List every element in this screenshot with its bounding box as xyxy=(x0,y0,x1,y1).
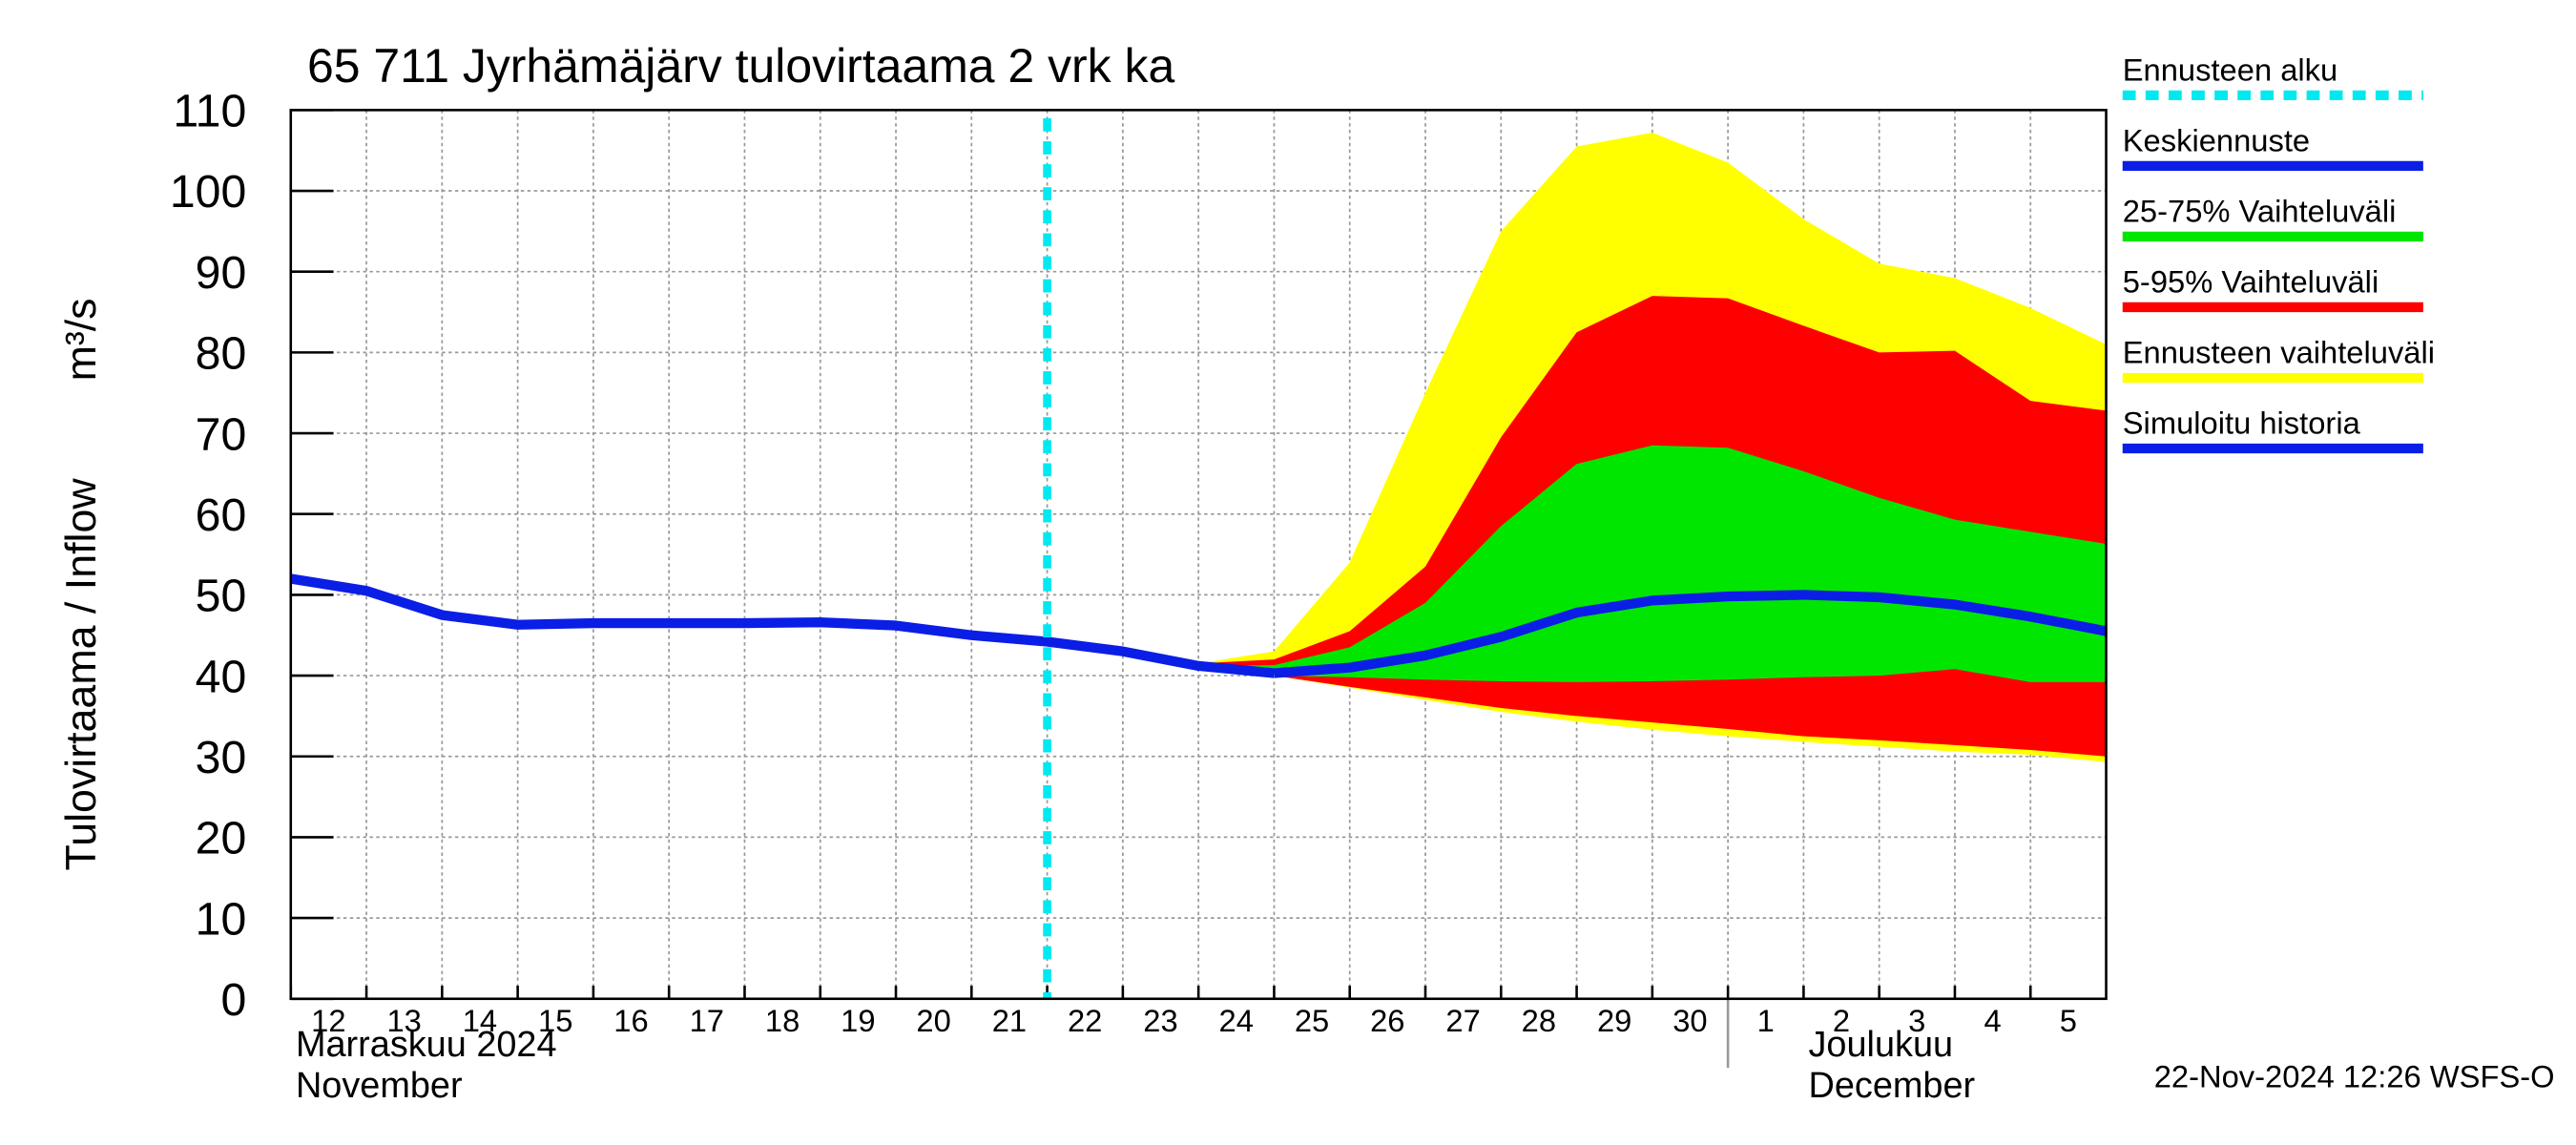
x-tick-label: 18 xyxy=(765,1003,800,1038)
x-tick-label: 22 xyxy=(1068,1003,1102,1038)
legend-label: Simuloitu historia xyxy=(2123,406,2361,441)
legend-label: 25-75% Vaihteluväli xyxy=(2123,193,2397,228)
y-tick-label: 110 xyxy=(173,86,246,137)
y-tick-label: 40 xyxy=(196,651,247,702)
x-tick-label: 27 xyxy=(1445,1003,1480,1038)
month-label: Marraskuu 2024 xyxy=(296,1025,557,1065)
x-tick-label: 21 xyxy=(992,1003,1027,1038)
x-tick-label: 4 xyxy=(1984,1003,2001,1038)
y-tick-label: 20 xyxy=(196,813,247,864)
legend-label: Ennusteen alku xyxy=(2123,52,2337,87)
x-tick-label: 1 xyxy=(1757,1003,1775,1038)
y-tick-label: 30 xyxy=(196,732,247,783)
legend-label: 5-95% Vaihteluväli xyxy=(2123,263,2379,299)
x-tick-label: 30 xyxy=(1672,1003,1707,1038)
y-tick-label: 90 xyxy=(196,247,247,299)
x-tick-label: 13 xyxy=(386,1003,421,1038)
x-tick-label: 12 xyxy=(311,1003,345,1038)
legend-label: Keskiennuste xyxy=(2123,122,2310,157)
x-tick-label: 17 xyxy=(690,1003,724,1038)
x-tick-label: 23 xyxy=(1143,1003,1177,1038)
x-tick-label: 3 xyxy=(1908,1003,1925,1038)
x-tick-label: 16 xyxy=(613,1003,648,1038)
y-tick-label: 0 xyxy=(220,974,246,1026)
x-tick-label: 25 xyxy=(1295,1003,1329,1038)
x-tick-label: 2 xyxy=(1833,1003,1850,1038)
series-line xyxy=(1274,590,2108,678)
legend-label: Ennusteen vaihteluväli xyxy=(2123,334,2435,369)
footer: 22-Nov-2024 12:26 WSFS-O xyxy=(2154,1059,2555,1094)
x-tick-label: 28 xyxy=(1522,1003,1556,1038)
series-line xyxy=(289,573,1275,678)
y-tick-label: 80 xyxy=(196,328,247,380)
y-axis-label: Tulovirtaama / Inflow xyxy=(57,478,105,871)
month-label: Joulukuu xyxy=(1808,1025,1953,1065)
plot-frame xyxy=(289,109,2108,1001)
y-tick-label: 100 xyxy=(170,166,246,218)
forecast-band xyxy=(1198,445,2107,682)
y-tick-label: 70 xyxy=(196,408,247,460)
y-tick-label: 50 xyxy=(196,571,247,622)
x-tick-label: 24 xyxy=(1219,1003,1254,1038)
month-label: December xyxy=(1808,1066,1975,1106)
x-tick-label: 15 xyxy=(538,1003,572,1038)
y-axis-unit: m³/s xyxy=(57,298,105,381)
x-tick-label: 14 xyxy=(463,1003,497,1038)
month-label: November xyxy=(296,1066,463,1106)
x-tick-label: 20 xyxy=(916,1003,950,1038)
y-tick-label: 60 xyxy=(196,489,247,541)
x-tick-label: 5 xyxy=(2060,1003,2077,1038)
x-tick-label: 19 xyxy=(841,1003,875,1038)
chart-title: 65 711 Jyrhämäjärv tulovirtaama 2 vrk ka xyxy=(307,39,1174,93)
y-tick-label: 10 xyxy=(196,893,247,945)
x-tick-label: 29 xyxy=(1597,1003,1631,1038)
x-tick-label: 26 xyxy=(1370,1003,1404,1038)
